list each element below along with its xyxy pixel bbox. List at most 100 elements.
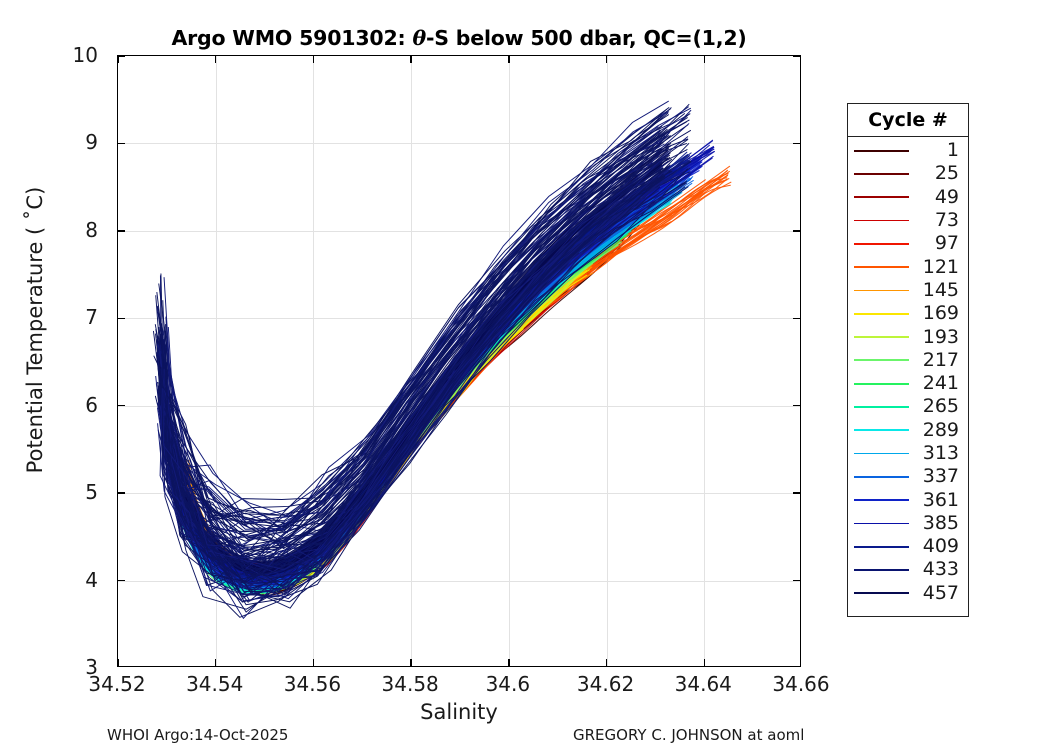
- theta-s-profile-line: [166, 150, 664, 558]
- theta-s-profile-line: [165, 142, 663, 568]
- theta-s-profile-line: [160, 186, 661, 598]
- legend-item[interactable]: 193: [848, 325, 968, 348]
- y-axis-tick-label: 4: [85, 567, 98, 592]
- legend-color-swatch: [854, 186, 909, 209]
- legend-item[interactable]: 145: [848, 279, 968, 302]
- legend-item[interactable]: 217: [848, 349, 968, 372]
- legend-line-icon: [854, 289, 909, 292]
- theta-s-profile-line: [162, 186, 689, 590]
- theta-s-profile-line: [156, 111, 670, 534]
- legend-item[interactable]: 265: [848, 395, 968, 418]
- legend-item[interactable]: 409: [848, 535, 968, 558]
- legend-item-label: 457: [922, 581, 959, 604]
- legend-line-icon: [854, 406, 909, 408]
- legend-item-label: 145: [922, 278, 959, 301]
- legend-line-icon: [854, 173, 909, 175]
- legend-line-icon: [854, 219, 909, 222]
- legend-item[interactable]: 337: [848, 465, 968, 488]
- legend-line-icon: [854, 196, 909, 199]
- legend-color-swatch: [854, 372, 909, 395]
- x-axis-tick: [312, 56, 315, 63]
- legend-item[interactable]: 241: [848, 372, 968, 395]
- legend-item[interactable]: 313: [848, 442, 968, 465]
- legend-color-swatch: [854, 302, 909, 325]
- legend-item-label: 361: [922, 488, 959, 511]
- gridline-vertical: [313, 56, 315, 666]
- legend-item[interactable]: 385: [848, 512, 968, 535]
- legend-line-icon: [854, 266, 909, 269]
- gridline-horizontal: [118, 493, 800, 495]
- legend-item[interactable]: 73: [848, 209, 968, 232]
- legend-item-label: 385: [922, 511, 959, 534]
- legend-item[interactable]: 457: [848, 582, 968, 605]
- legend-item-label: 1: [946, 139, 959, 162]
- legend-line-icon: [854, 475, 909, 478]
- x-axis-tick-label: 34.62: [576, 672, 635, 696]
- gridline-horizontal: [118, 405, 800, 407]
- x-axis-tick: [605, 659, 608, 666]
- legend-line-icon: [854, 242, 909, 245]
- x-axis-tick: [215, 659, 217, 666]
- x-axis-tick: [410, 56, 412, 63]
- legend-item[interactable]: 25: [848, 162, 968, 185]
- x-axis-tick: [703, 659, 705, 666]
- theta-s-profile-line: [161, 149, 688, 571]
- y-axis-tick-label: 8: [85, 217, 98, 242]
- legend-item-label: 97: [934, 232, 959, 255]
- legend-line-icon: [854, 382, 909, 385]
- x-axis-tick-label: 34.52: [88, 672, 146, 696]
- theta-s-profile-line: [159, 182, 660, 595]
- y-axis-tick: [793, 405, 800, 407]
- legend-item[interactable]: 169: [848, 302, 968, 325]
- gridline-horizontal: [118, 143, 800, 145]
- x-axis-tick: [118, 659, 119, 666]
- theta-s-profile-line: [157, 198, 662, 596]
- theta-s-profile-line: [167, 160, 691, 571]
- x-axis-tick-labels: 34.52 34.54 34.56 34.58 34.6 34.62 34.64 34.66: [88, 672, 829, 702]
- y-axis-tick: [793, 56, 800, 57]
- legend-line-icon: [854, 312, 909, 315]
- gridline-horizontal: [118, 230, 800, 232]
- x-axis-tick: [410, 659, 412, 666]
- legend-item-label: 313: [922, 442, 959, 464]
- legend-line-icon: [854, 522, 909, 525]
- chart-title-suffix: -S below 500 dbar, QC=(1,2): [425, 26, 747, 50]
- y-axis-tick-label: 9: [85, 130, 98, 155]
- y-axis-tick-label: 3: [85, 655, 98, 679]
- legend-item[interactable]: 433: [848, 558, 968, 581]
- legend-item[interactable]: 121: [848, 255, 968, 278]
- theta-symbol: θ: [412, 26, 426, 50]
- theta-s-profile-line: [158, 163, 660, 584]
- legend-color-swatch: [854, 232, 909, 255]
- y-axis-tick: [118, 142, 125, 145]
- theta-s-profile-line: [161, 132, 660, 546]
- y-axis-tick: [793, 492, 800, 494]
- y-axis-tick: [118, 405, 125, 407]
- legend-title: Cycle #: [848, 104, 968, 137]
- legend-item[interactable]: 1: [848, 139, 968, 162]
- axis-ticks: [118, 56, 800, 666]
- legend-item[interactable]: 361: [848, 488, 968, 511]
- legend-item[interactable]: 289: [848, 419, 968, 442]
- legend-item[interactable]: 97: [848, 232, 968, 255]
- gridline-vertical: [606, 56, 608, 666]
- data-curves: [118, 56, 800, 666]
- legend-color-swatch: [854, 162, 909, 185]
- legend-item[interactable]: 49: [848, 186, 968, 209]
- x-axis-tick: [312, 659, 315, 666]
- legend-color-swatch: [854, 255, 909, 278]
- legend-color-swatch: [854, 442, 909, 465]
- x-axis-tick-label: 34.66: [772, 672, 830, 696]
- y-axis-tick: [793, 579, 800, 582]
- y-axis-tick: [118, 230, 125, 232]
- legend-item-label: 193: [922, 325, 959, 348]
- theta-s-profile-line: [161, 112, 669, 529]
- legend-line-icon: [854, 149, 909, 152]
- legend-item-label: 337: [922, 465, 959, 488]
- y-axis-tick: [793, 230, 800, 232]
- legend-color-swatch: [854, 139, 909, 162]
- theta-s-profile-line: [158, 173, 664, 559]
- x-axis-tick-label: 34.6: [485, 672, 531, 696]
- legend-color-swatch: [854, 279, 909, 302]
